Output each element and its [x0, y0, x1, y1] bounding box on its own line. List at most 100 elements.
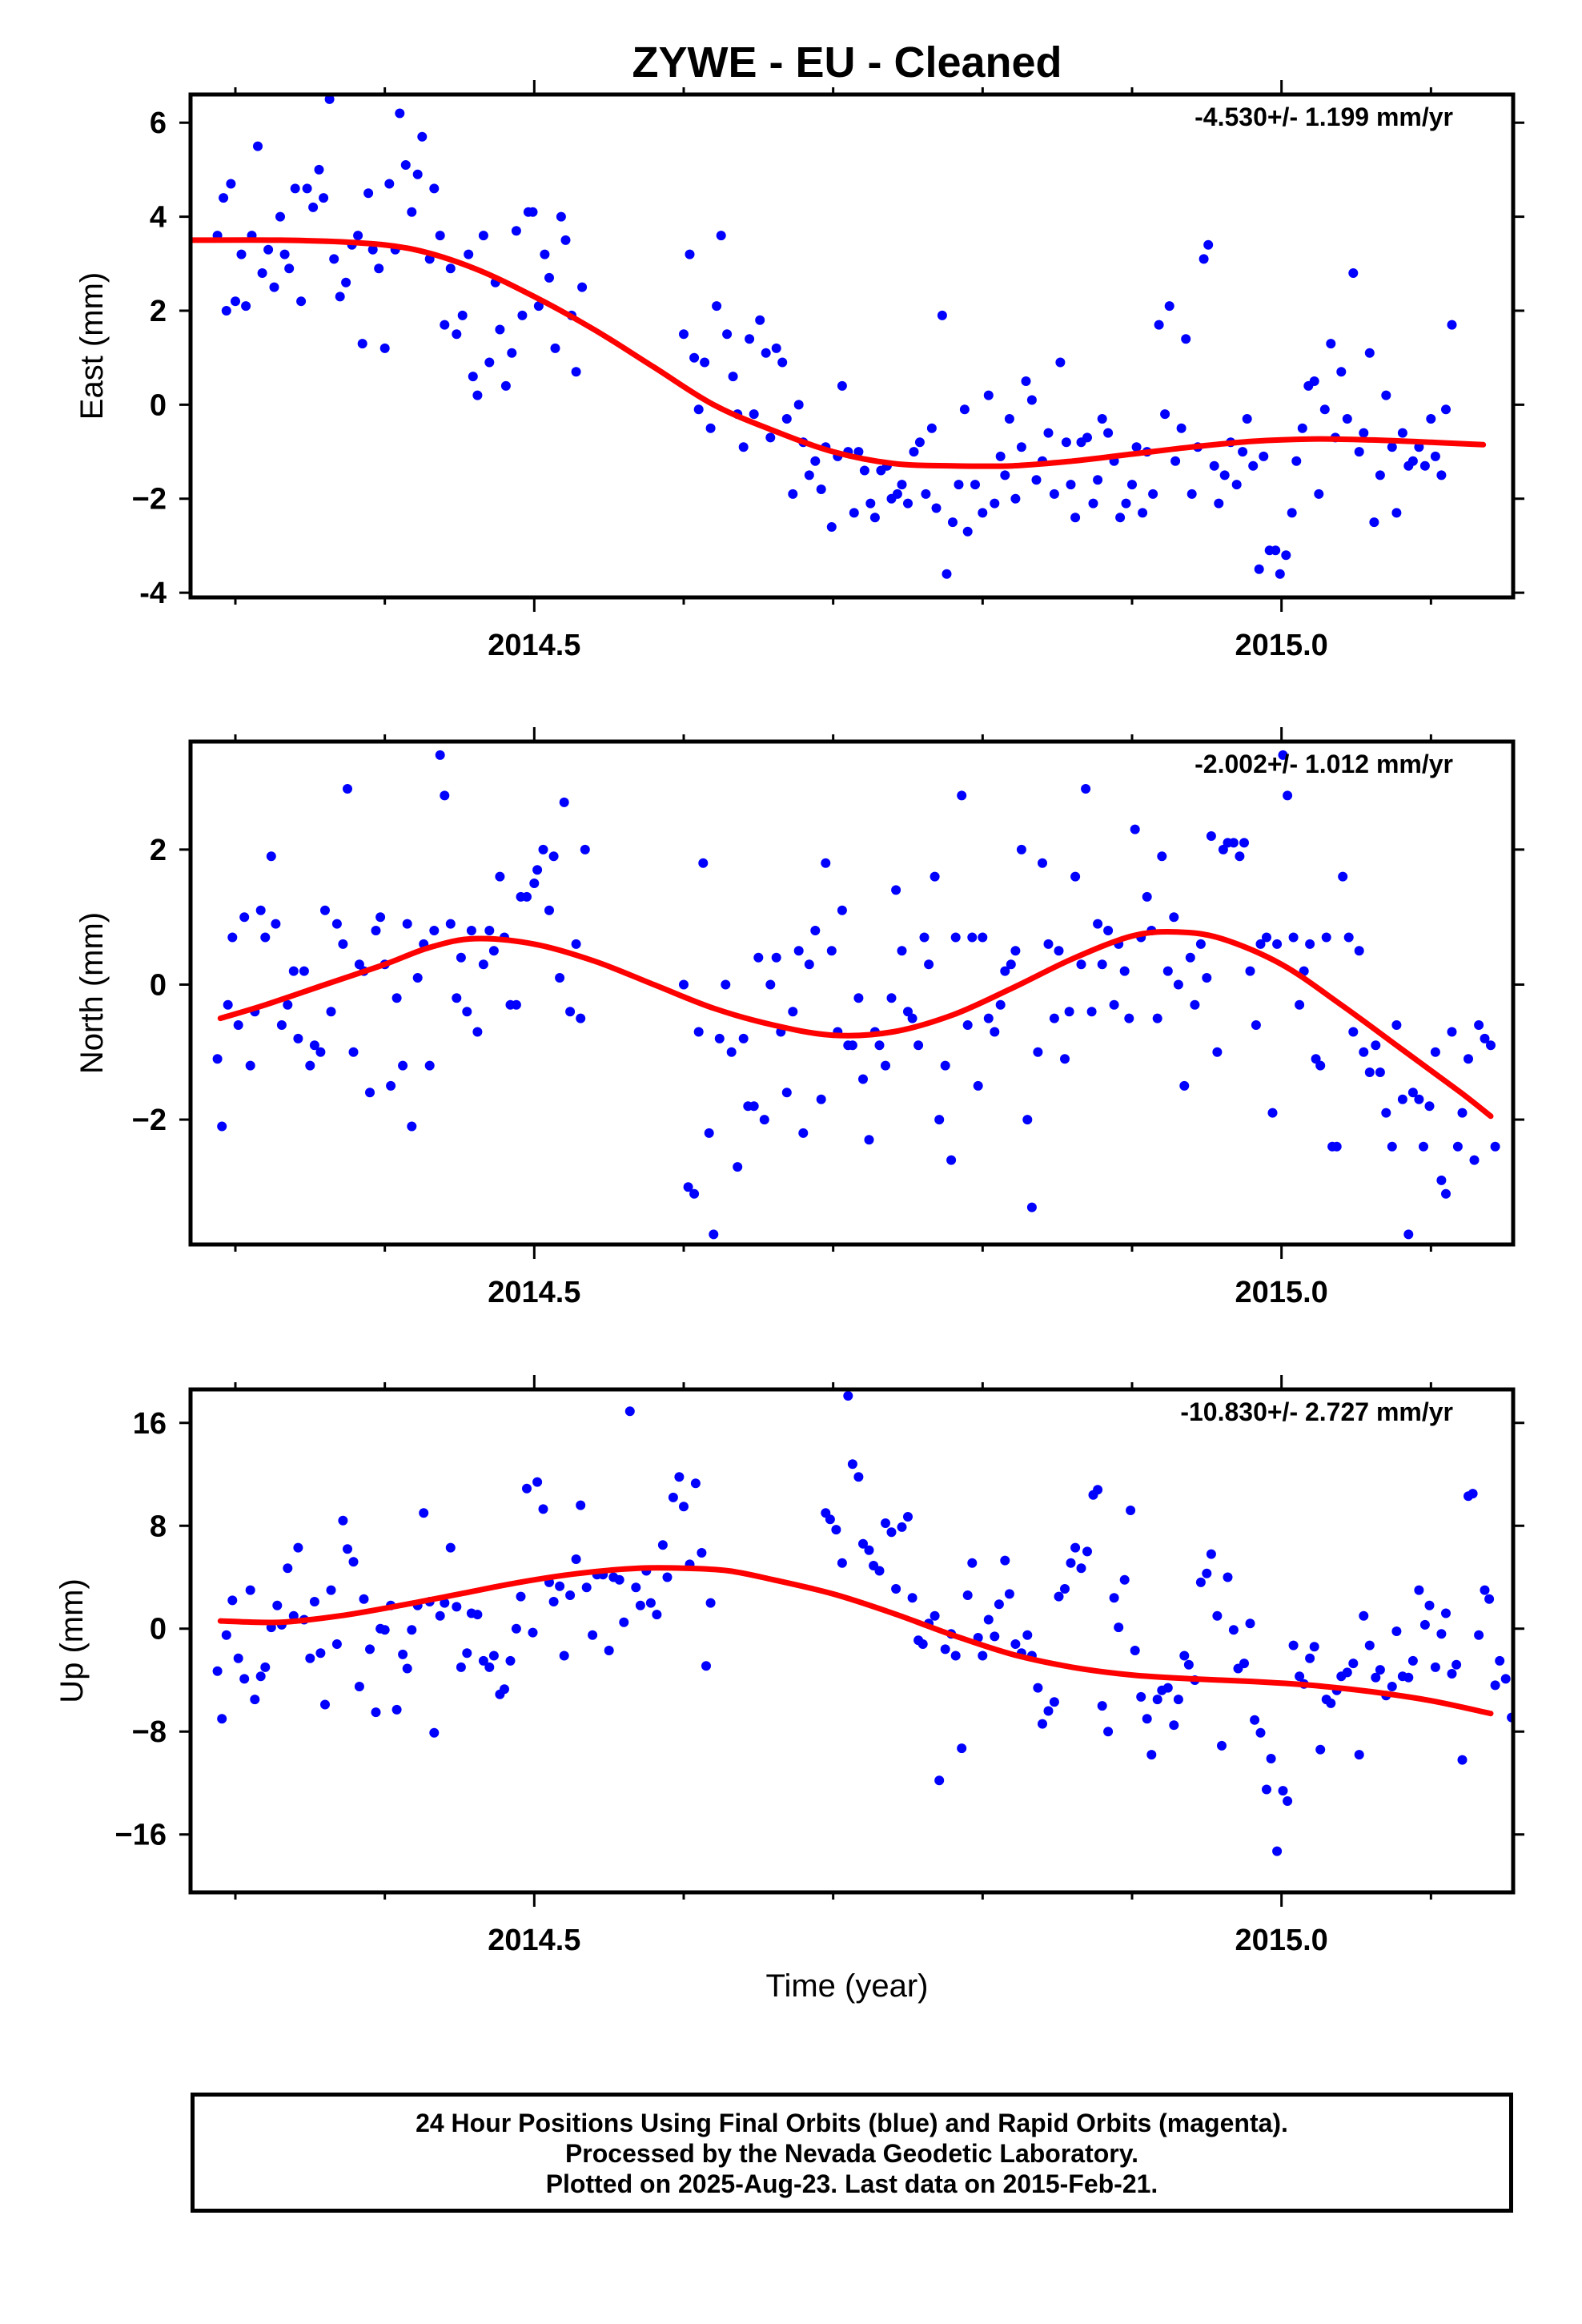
east-data-point: [849, 508, 859, 518]
east-data-point: [1309, 376, 1319, 386]
north-data-point: [1381, 1108, 1391, 1118]
up-data-point: [701, 1661, 711, 1671]
east-data-point: [400, 160, 411, 170]
east-data-point: [533, 301, 544, 312]
north-data-point: [886, 993, 897, 1003]
up-data-point: [1560, 1659, 1570, 1668]
up-data-point: [221, 1630, 231, 1640]
east-data-point: [788, 489, 798, 499]
up-data-point: [690, 1478, 701, 1489]
east-data-point: [379, 343, 390, 353]
up-data-point: [679, 1502, 689, 1512]
north-data-point: [407, 1121, 417, 1132]
up-data-point: [555, 1581, 565, 1591]
up-data-point: [1043, 1706, 1054, 1716]
up-data-point: [619, 1617, 629, 1627]
up-data-point: [1114, 1622, 1124, 1633]
up-data-point: [1484, 1594, 1495, 1604]
up-data-point: [604, 1646, 614, 1655]
up-data-point: [674, 1472, 685, 1482]
east-data-point: [517, 310, 528, 320]
east-data-point: [1259, 451, 1269, 461]
up-data-point: [1004, 1589, 1014, 1599]
up-y-tick-label: 0: [150, 1613, 167, 1647]
east-data-point: [1070, 513, 1081, 523]
up-x-tick-label: 2014.5: [488, 1924, 580, 1957]
up-data-point: [668, 1492, 678, 1502]
up-data-point: [1375, 1665, 1385, 1675]
up-data-point: [917, 1639, 928, 1649]
north-data-point: [1430, 1047, 1440, 1057]
north-data-point: [260, 932, 271, 943]
east-data-point: [329, 254, 339, 264]
east-frame: [188, 92, 1516, 600]
up-data-point: [472, 1610, 483, 1620]
east-data-point: [1093, 475, 1103, 485]
up-data-point: [1441, 1608, 1451, 1618]
east-data-point: [1061, 437, 1071, 448]
east-data-point: [826, 522, 837, 532]
east-data-point: [1419, 460, 1430, 471]
north-data-point: [212, 1054, 223, 1064]
north-data-point: [1179, 1080, 1190, 1091]
north-data-point: [271, 919, 281, 929]
east-data-point: [290, 183, 300, 194]
up-y-axis-label: Up (mm): [54, 1578, 90, 1703]
up-frame: [188, 1387, 1516, 1895]
up-data-point: [1295, 1671, 1305, 1682]
north-data-point: [1173, 979, 1183, 990]
north-data-point: [1103, 926, 1114, 935]
east-data-point: [236, 249, 247, 259]
east-data-point: [1238, 447, 1248, 457]
north-data-point: [1006, 959, 1016, 970]
up-data-point: [837, 1558, 847, 1568]
up-data-point: [847, 1459, 857, 1470]
north-data-point: [1315, 1060, 1326, 1071]
up-data-point: [212, 1666, 223, 1676]
north-data-point: [946, 1155, 957, 1165]
north-data-point: [245, 1060, 255, 1071]
up-data-point: [348, 1557, 359, 1567]
east-data-point: [689, 352, 700, 363]
north-axis-ticks: −2 0 2 2014.5 2015.0: [132, 727, 1524, 1309]
east-data-point: [511, 226, 521, 236]
up-data-point: [1490, 1680, 1500, 1691]
north-data-point: [1364, 1068, 1375, 1077]
north-data-point: [721, 979, 731, 990]
east-data-point: [1026, 395, 1037, 405]
north-data-point: [548, 851, 559, 862]
up-data-point: [227, 1595, 238, 1606]
north-data-point: [810, 926, 821, 935]
east-data-point: [1447, 320, 1457, 330]
up-data-point: [1424, 1600, 1435, 1610]
east-data-point: [1430, 451, 1440, 461]
up-data-point: [440, 1598, 450, 1608]
up-data-point: [631, 1582, 641, 1593]
east-data-point: [275, 211, 285, 222]
up-data-point: [1414, 1585, 1424, 1595]
north-data-point: [1026, 1202, 1037, 1212]
north-data-point: [683, 1182, 693, 1192]
up-data-point: [1436, 1629, 1447, 1639]
up-data-point: [1054, 1591, 1064, 1602]
caption-line-2: Processed by the Nevada Geodetic Laborat…: [564, 2139, 1139, 2168]
east-y-tick-label: 0: [150, 388, 167, 422]
north-data-point: [995, 999, 1006, 1010]
north-data-point: [1371, 1040, 1381, 1051]
east-data-point: [1097, 414, 1107, 424]
up-y-tick-label: −16: [115, 1819, 167, 1852]
east-data-point: [948, 517, 958, 528]
east-data-point: [507, 348, 517, 358]
north-data-point: [1157, 851, 1167, 862]
east-data-point: [1176, 423, 1186, 433]
north-data-point: [1033, 1047, 1043, 1057]
up-data-point: [484, 1662, 495, 1672]
north-y-tick-label: 2: [150, 834, 167, 867]
east-data-point: [253, 141, 263, 151]
north-data-point: [765, 979, 776, 990]
up-data-point: [320, 1699, 330, 1710]
up-model-curve: [217, 1565, 1494, 1717]
north-data-point: [1414, 1094, 1424, 1104]
up-data-point: [548, 1597, 559, 1606]
east-data-point: [367, 244, 378, 255]
